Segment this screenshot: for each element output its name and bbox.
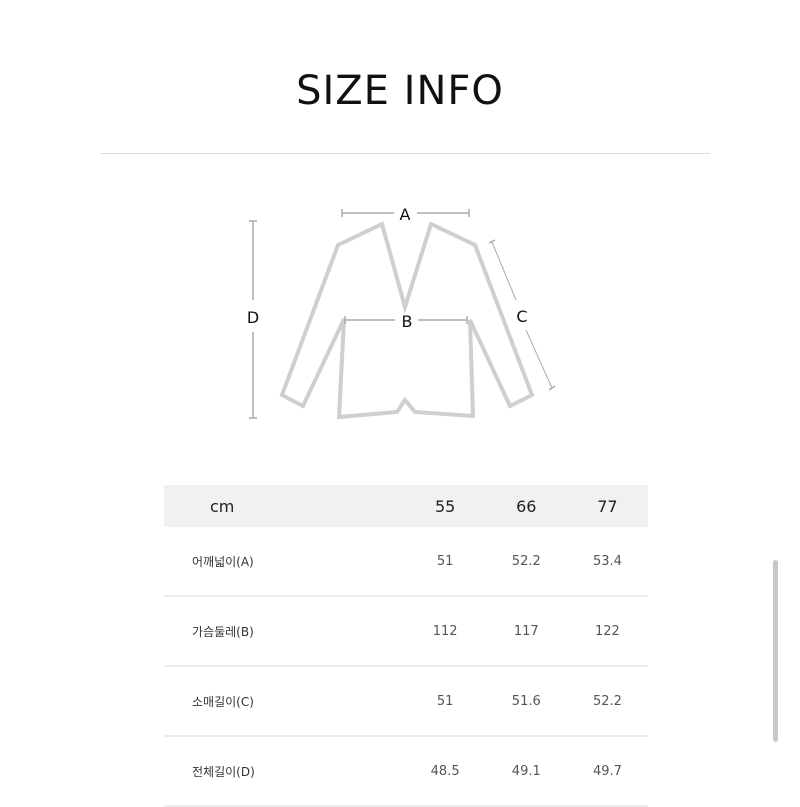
label-b: B xyxy=(402,312,413,331)
jacket-outline xyxy=(279,221,535,420)
label-d: D xyxy=(247,308,259,327)
cell: 52.2 xyxy=(566,666,648,737)
table-header-row: cm 55 66 77 xyxy=(164,485,648,527)
row-label: 전체길이(D) xyxy=(164,736,405,807)
table-row: 전체길이(D) 48.5 49.1 49.7 xyxy=(164,736,648,807)
scrollbar-thumb[interactable] xyxy=(773,560,778,742)
cell: 48.5 xyxy=(404,736,486,807)
size-table: cm 55 66 77 어깨넓이(A) 51 52.2 53.4 가슴둘레(B)… xyxy=(164,485,648,807)
cell: 51 xyxy=(404,666,486,737)
measure-c-line xyxy=(491,241,517,301)
cell: 49.7 xyxy=(566,736,648,807)
label-a: A xyxy=(400,205,411,224)
cell: 51.6 xyxy=(485,666,567,737)
cell: 112 xyxy=(404,596,486,667)
label-c: C xyxy=(516,307,527,326)
cell: 117 xyxy=(485,596,567,667)
page-title: SIZE INFO xyxy=(296,68,504,114)
table-row: 어깨넓이(A) 51 52.2 53.4 xyxy=(164,527,648,597)
garment-diagram: A B C D xyxy=(247,205,556,420)
header-size: 77 xyxy=(566,485,648,527)
row-label: 어깨넓이(A) xyxy=(164,527,405,597)
header-size: 66 xyxy=(485,485,567,527)
cell: 53.4 xyxy=(566,527,648,597)
header-size: 55 xyxy=(404,485,486,527)
header-unit: cm xyxy=(164,485,405,527)
divider xyxy=(100,153,710,154)
table-row: 소매길이(C) 51 51.6 52.2 xyxy=(164,666,648,737)
row-label: 가슴둘레(B) xyxy=(164,596,405,667)
table-row: 가슴둘레(B) 112 117 122 xyxy=(164,596,648,667)
cell: 52.2 xyxy=(485,527,567,597)
row-label: 소매길이(C) xyxy=(164,666,405,737)
cell: 49.1 xyxy=(485,736,567,807)
cell: 51 xyxy=(404,527,486,597)
cell: 122 xyxy=(566,596,648,667)
